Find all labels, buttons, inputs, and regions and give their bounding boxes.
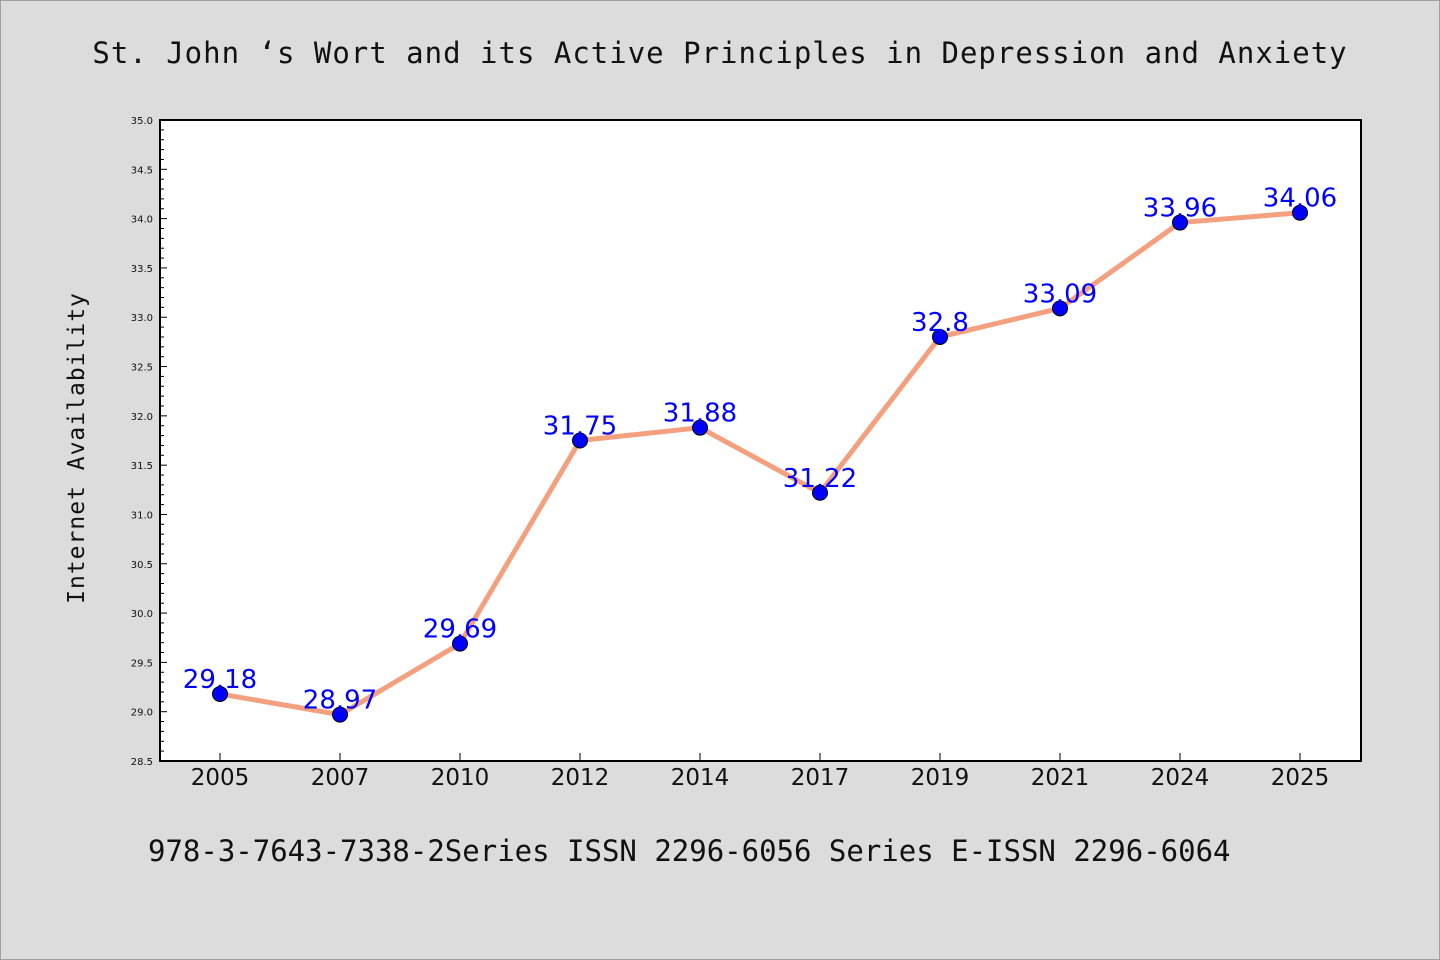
y-tick-label: 34.0: [131, 215, 153, 226]
data-label: 32.8: [911, 308, 969, 338]
y-tick-label: 30.5: [131, 560, 153, 571]
y-tick-label: 31.5: [131, 461, 153, 472]
data-point-marker: [212, 685, 228, 702]
y-tick-label: 33.0: [131, 313, 153, 324]
data-label: 28.97: [303, 686, 377, 716]
y-tick-label: 29.5: [131, 658, 153, 669]
y-tick-label: 29.0: [131, 708, 153, 719]
x-tick-label: 2017: [791, 765, 850, 791]
y-tick-label: 34.5: [131, 165, 153, 176]
data-point-marker: [452, 635, 468, 652]
y-tick-label: 28.5: [131, 757, 153, 768]
data-point-marker: [572, 432, 588, 449]
data-point-marker: [332, 706, 348, 723]
data-label: 31.22: [783, 464, 857, 494]
data-label: 31.75: [543, 412, 617, 442]
y-tick-label: 35.0: [131, 116, 153, 127]
data-label: 29.69: [423, 615, 497, 645]
y-tick-label: 32.5: [131, 363, 153, 374]
data-point-marker: [1172, 214, 1188, 231]
y-axis-label: Internet Availability: [64, 292, 90, 604]
chart-title: St. John ‘s Wort and its Active Principl…: [92, 36, 1348, 70]
x-tick-label: 2010: [431, 765, 490, 791]
x-axis: 2005 2007 2010 2012 2014 2017 2019 2021 2024 2025: [191, 753, 1330, 791]
x-tick-label: 2024: [1151, 765, 1210, 791]
series-line: [217, 210, 1303, 718]
data-point-marker: [1292, 204, 1308, 221]
x-tick-label: 2012: [551, 765, 610, 791]
data-point-marker: [932, 328, 948, 345]
y-tick-label: 31.0: [131, 510, 153, 521]
data-label: 34.06: [1263, 184, 1337, 214]
x-tick-label: 2014: [671, 765, 730, 791]
data-markers: [212, 204, 1308, 723]
x-tick-label: 2019: [911, 765, 970, 791]
data-label: 31.88: [663, 399, 737, 429]
plot-area: [159, 119, 1362, 762]
y-axis: 28.5 29.0 29.5 30.0 30.5 31.0 31.5 32.0 32.5 33.0…: [131, 116, 167, 768]
footer-isbn-text: 978-3-7643-7338-2Series ISSN 2296-6056 S…: [148, 834, 1231, 868]
data-point-marker: [692, 419, 708, 436]
x-tick-label: 2025: [1271, 765, 1330, 791]
data-labels: 29.18 28.97 29.69 31.75 31.88 31.22 32.8 33.09 3…: [183, 184, 1337, 716]
x-tick-label: 2021: [1031, 765, 1090, 791]
data-point-marker: [812, 484, 828, 501]
y-tick-label: 33.5: [131, 264, 153, 275]
data-label: 33.09: [1023, 279, 1097, 309]
data-label: 29.18: [183, 665, 257, 695]
y-tick-label: 30.0: [131, 609, 153, 620]
data-label: 33.96: [1143, 194, 1217, 224]
x-tick-label: 2007: [311, 765, 370, 791]
data-point-marker: [1052, 300, 1068, 317]
x-tick-label: 2005: [191, 765, 250, 791]
y-tick-label: 32.0: [131, 412, 153, 423]
